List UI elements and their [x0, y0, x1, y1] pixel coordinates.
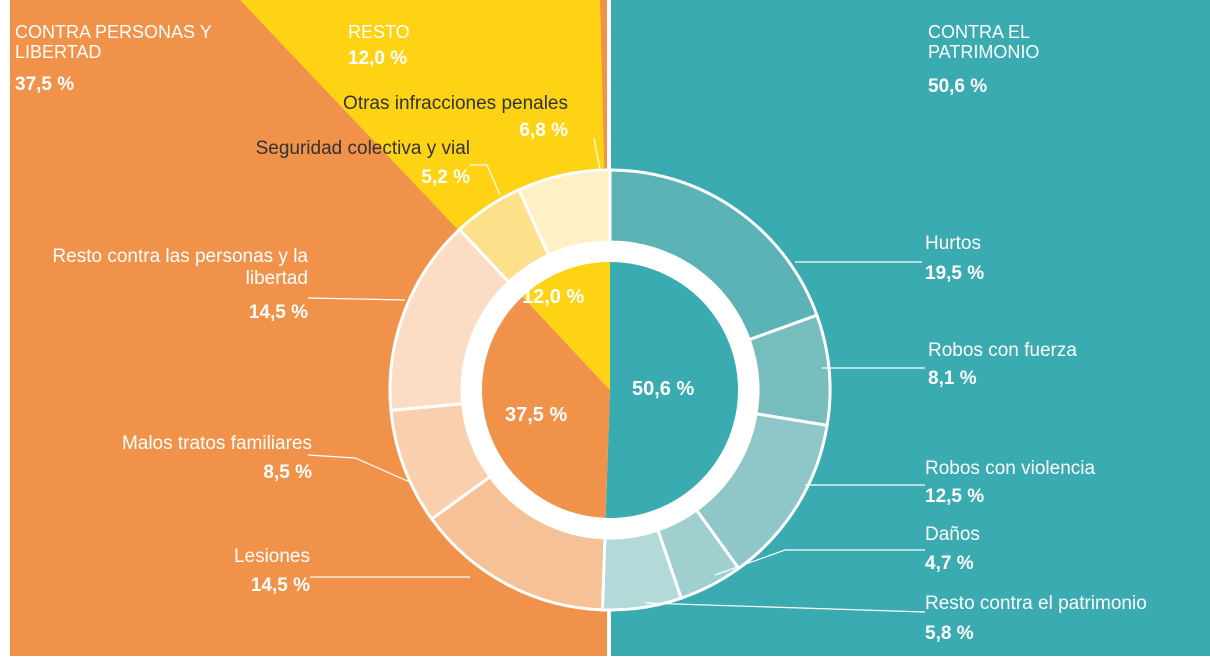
- leader-line: [644, 602, 926, 613]
- leader-line: [470, 164, 501, 196]
- pie-slice: [605, 262, 739, 518]
- segment-name: Malos tratos familiares: [121, 433, 312, 454]
- segment-name: Seguridad colectiva y vial: [255, 138, 470, 159]
- segment-value: 4,7 %: [925, 553, 974, 574]
- pie-slice: [522, 262, 610, 390]
- segment-value: 19,5 %: [925, 263, 985, 284]
- leader-line: [307, 297, 406, 301]
- segment-name: Daños: [925, 524, 980, 545]
- leader-line: [714, 549, 925, 576]
- leader-line: [307, 454, 411, 483]
- segment-value: 14,5 %: [248, 302, 308, 323]
- segment-value: 8,5 %: [263, 462, 312, 483]
- segment-name: Otras infracciones penales: [343, 93, 568, 114]
- segment-name: Lesiones: [233, 546, 310, 567]
- group-name: CONTRA PERSONAS Y LIBERTAD: [15, 22, 212, 62]
- segment-value: 5,2 %: [421, 167, 470, 188]
- segment-value: 5,8 %: [925, 623, 974, 644]
- pie-label: 37,5 %: [505, 404, 568, 426]
- pie-label: 50,6 %: [632, 378, 695, 400]
- segment-name: Resto contra el patrimonio: [925, 593, 1147, 614]
- group-name: RESTO: [348, 22, 410, 42]
- leader-line: [593, 137, 601, 171]
- segment-value: 6,8 %: [519, 120, 568, 141]
- group-value: 12,0 %: [348, 48, 408, 69]
- segment-name: Robos con violencia: [925, 458, 1096, 479]
- group-value: 50,6 %: [928, 76, 988, 97]
- segment-value: 12,5 %: [925, 486, 985, 507]
- pie-slice: [482, 296, 610, 518]
- group-value: 37,5 %: [15, 74, 75, 95]
- segment-value: 8,1 %: [928, 368, 977, 389]
- ring-segment: [516, 168, 612, 258]
- group-name: CONTRA EL PATRIMONIO: [928, 22, 1040, 62]
- segment-name: Resto contra las personas y la libertad: [52, 246, 308, 289]
- segment-name: Hurtos: [925, 233, 981, 254]
- segment-name: Robos con fuerza: [928, 340, 1077, 361]
- pie-label: 12,0 %: [522, 286, 585, 308]
- segment-value: 14,5 %: [250, 575, 310, 596]
